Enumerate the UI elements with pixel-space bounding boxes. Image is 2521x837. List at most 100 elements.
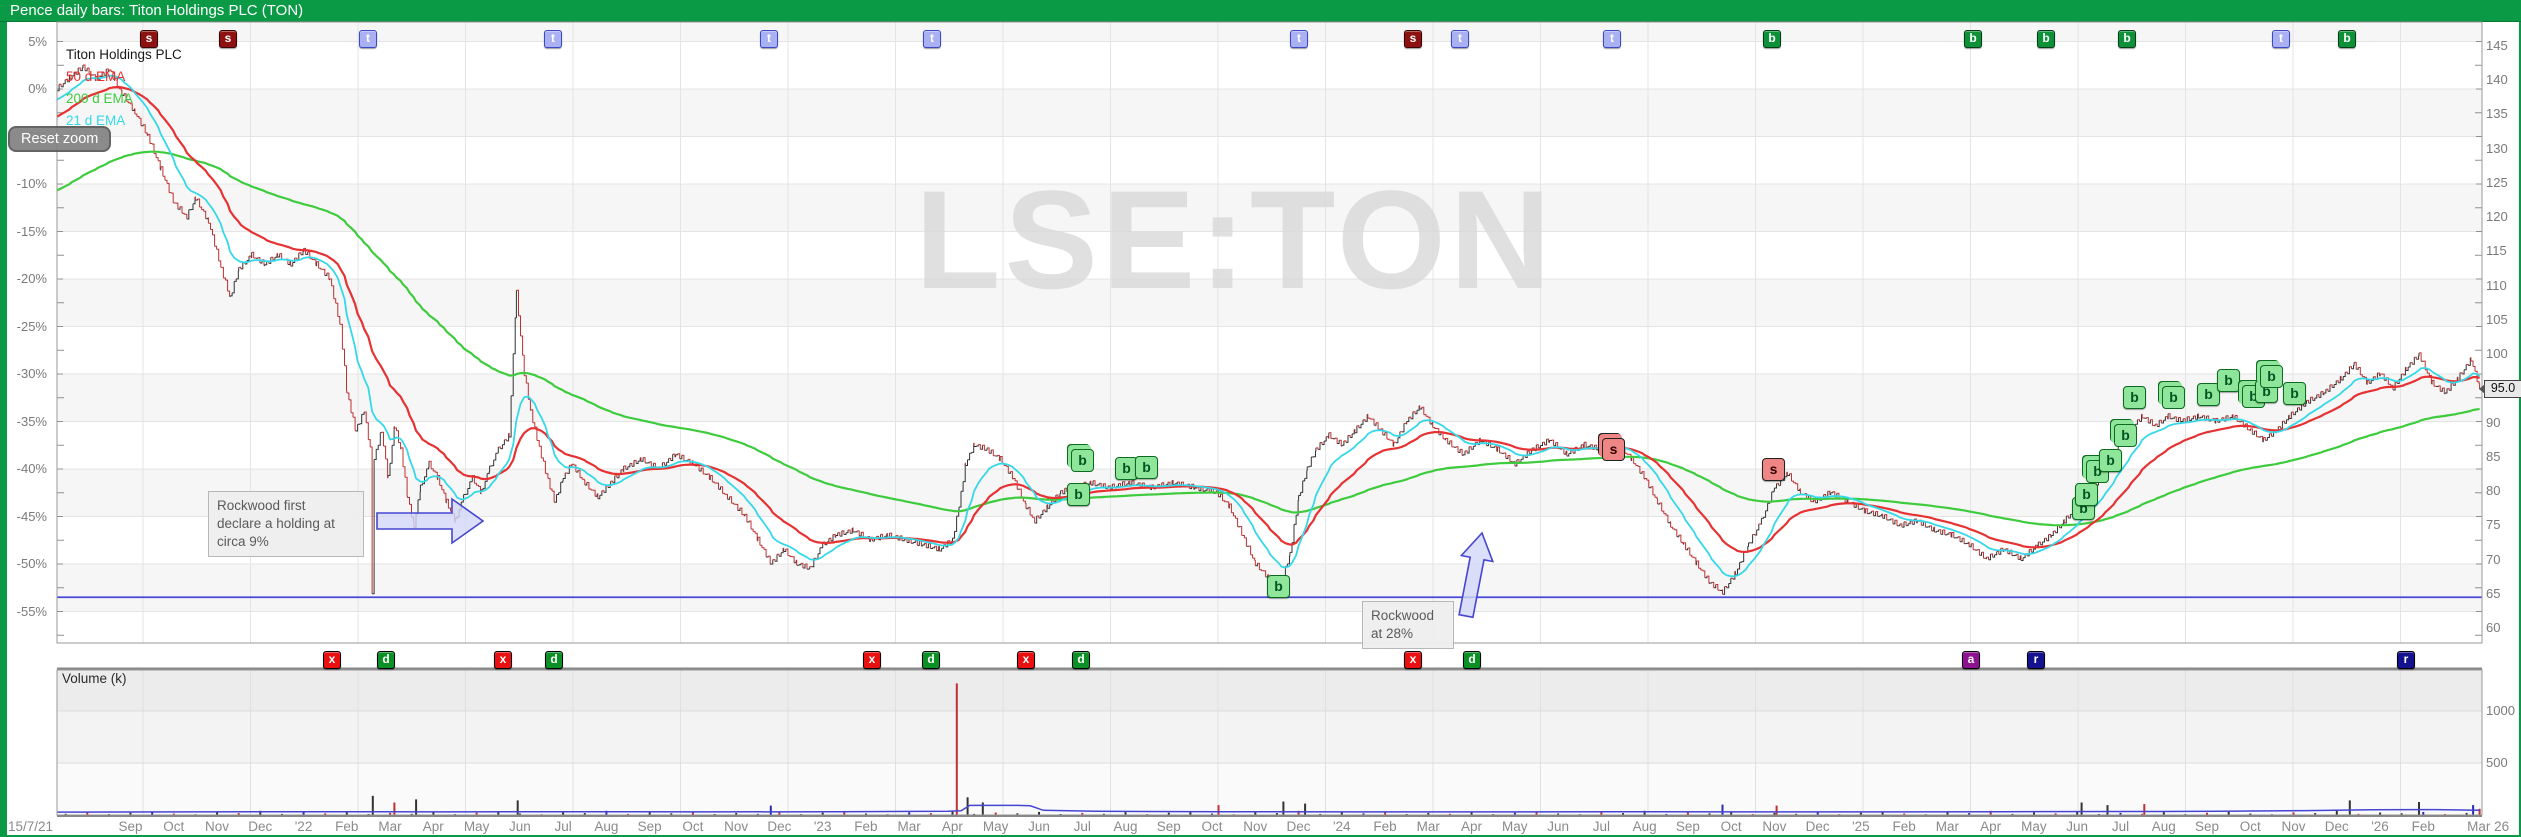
x-axis-label: May	[982, 819, 1009, 834]
window-right-edge	[2519, 22, 2521, 837]
x-axis-label: Feb	[1373, 819, 1397, 834]
x-axis-label: Apr	[941, 819, 963, 834]
x-axis-label: Jul	[1073, 819, 1091, 834]
x-axis-label: Sep	[1156, 819, 1181, 834]
x-axis-label: May	[1502, 819, 1528, 834]
event-marker-t[interactable]: t	[760, 30, 778, 48]
exchange-watermark: LSE:TON	[915, 161, 1555, 318]
right-axis-label: 80	[2486, 483, 2501, 499]
event-marker-x[interactable]: x	[1404, 651, 1422, 669]
trade-marker-b[interactable]: b	[1115, 457, 1138, 480]
annotation-rockwood-9pct[interactable]: Rockwood first declare a holding at circ…	[208, 491, 364, 557]
event-marker-b[interactable]: b	[1763, 30, 1781, 48]
annotation-arrow-up[interactable]	[1458, 531, 1495, 619]
x-axis-label: Feb	[2411, 819, 2435, 834]
left-axis-label: -10%	[16, 176, 47, 191]
event-marker-t[interactable]: t	[544, 30, 562, 48]
event-marker-t[interactable]: t	[1451, 30, 1469, 48]
x-axis-label: Jun	[1028, 819, 1050, 834]
event-marker-t[interactable]: t	[359, 30, 377, 48]
annotation-rockwood-28pct[interactable]: Rockwood at 28%	[1362, 601, 1454, 649]
event-marker-t[interactable]: t	[1290, 30, 1308, 48]
trade-marker-s[interactable]: s	[1762, 458, 1785, 481]
event-marker-x[interactable]: x	[494, 651, 512, 669]
x-axis-label: Nov	[1243, 819, 1268, 834]
legend-ema200: 200 d EMA	[66, 91, 133, 106]
price-series-layer	[57, 64, 2481, 595]
reset-zoom-button[interactable]: Reset zoom	[8, 126, 112, 152]
x-axis-label: Oct	[1201, 819, 1223, 834]
event-marker-d[interactable]: d	[377, 651, 395, 669]
event-marker-x[interactable]: x	[863, 651, 881, 669]
event-marker-a[interactable]: a	[1962, 651, 1980, 669]
event-marker-s[interactable]: s	[140, 30, 158, 48]
x-axis-label: May	[2021, 819, 2047, 834]
right-axis-label: 100	[2486, 346, 2508, 362]
trade-marker-b[interactable]: b	[2197, 383, 2220, 406]
event-marker-x[interactable]: x	[323, 651, 341, 669]
annotation-line: Rockwood	[1371, 608, 1435, 623]
trade-marker-b[interactable]: b	[2075, 483, 2098, 506]
event-marker-d[interactable]: d	[1072, 651, 1090, 669]
trade-marker-b[interactable]: b	[1267, 575, 1290, 598]
event-marker-b[interactable]: b	[2338, 30, 2356, 48]
left-axis-label: -35%	[16, 413, 47, 429]
event-marker-t[interactable]: t	[2272, 30, 2290, 48]
x-axis-label: Nov	[724, 819, 749, 834]
event-marker-d[interactable]: d	[545, 651, 563, 669]
x-axis-label: Aug	[2151, 819, 2176, 834]
event-marker-b[interactable]: b	[2118, 30, 2136, 48]
annotation-arrow-right[interactable]	[376, 497, 485, 545]
trade-marker-b[interactable]: b	[2260, 365, 2283, 388]
event-marker-s[interactable]: s	[219, 30, 237, 48]
trade-marker-b[interactable]: b	[2114, 424, 2137, 447]
trade-marker-b[interactable]: b	[2099, 449, 2122, 472]
event-marker-d[interactable]: d	[1463, 651, 1481, 669]
x-axis-label: Oct	[682, 819, 704, 834]
right-axis-label: 105	[2486, 311, 2508, 327]
x-axis-label: Dec	[767, 819, 792, 834]
event-marker-d[interactable]: d	[922, 651, 940, 669]
right-axis-label: 70	[2486, 551, 2501, 567]
right-axis-label: 135	[2486, 106, 2508, 122]
volume-average-line	[56, 804, 2480, 813]
x-axis-label: Feb	[335, 819, 359, 834]
right-axis-label: 115	[2486, 243, 2507, 259]
x-axis-label: Sep	[1675, 819, 1700, 834]
left-axis-label: -15%	[16, 223, 47, 239]
x-axis-label: Jul	[1592, 819, 1610, 834]
left-axis-label: -30%	[16, 366, 47, 381]
trade-marker-b[interactable]: b	[1135, 456, 1158, 479]
right-axis-label: 120	[2486, 209, 2508, 225]
x-axis-label: Jul	[2111, 819, 2130, 834]
trade-marker-b[interactable]: b	[2162, 386, 2185, 409]
event-marker-r[interactable]: r	[2027, 651, 2045, 669]
x-axis-label: Jun	[2066, 819, 2089, 834]
x-axis-label: Jun	[508, 819, 531, 834]
event-marker-b[interactable]: b	[1964, 30, 1982, 48]
right-axis-label: 60	[2486, 620, 2501, 636]
trade-marker-b[interactable]: b	[2123, 386, 2146, 409]
x-axis-label: '22	[294, 819, 313, 834]
trade-marker-s[interactable]: s	[1602, 438, 1625, 461]
trade-marker-b[interactable]: b	[1071, 449, 1094, 472]
event-marker-t[interactable]: t	[923, 30, 941, 48]
event-marker-s[interactable]: s	[1404, 30, 1422, 48]
trade-marker-b[interactable]: b	[1067, 483, 1090, 506]
legend: Titon Holdings PLC 50 d EMA 200 d EMA 21…	[66, 44, 182, 132]
event-marker-t[interactable]: t	[1603, 30, 1621, 48]
right-axis-label: 75	[2486, 517, 2501, 533]
event-marker-b[interactable]: b	[2037, 30, 2055, 48]
trade-marker-b[interactable]: b	[2283, 382, 2306, 405]
right-axis-label: 140	[2486, 72, 2508, 88]
event-marker-r[interactable]: r	[2397, 651, 2415, 669]
x-axis-label: Oct	[163, 819, 185, 834]
trade-marker-b[interactable]: b	[2217, 369, 2240, 392]
x-axis-label: Sep	[118, 819, 143, 834]
right-axis-label: 130	[2486, 140, 2508, 156]
legend-ema50: 50 d EMA	[66, 69, 126, 84]
x-axis-label: Mar	[1416, 819, 1440, 834]
volume-pane-label: Volume (k)	[62, 671, 127, 686]
event-marker-x[interactable]: x	[1017, 651, 1035, 669]
